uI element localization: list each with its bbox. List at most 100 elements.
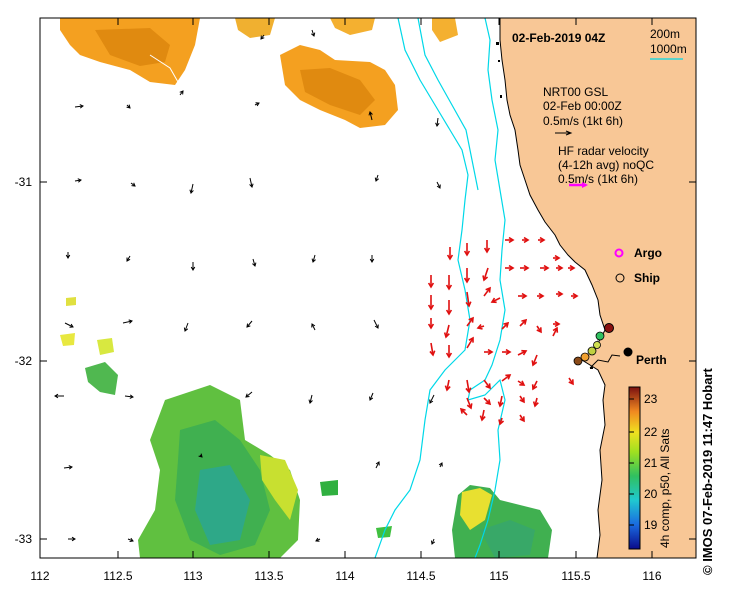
model-arrow-head — [260, 35, 265, 40]
model-arrow-head — [65, 254, 71, 259]
sst-patch-southwest — [60, 297, 392, 558]
ship-obs-marker — [587, 346, 597, 356]
model-arrow — [124, 395, 134, 398]
radar-arrow — [446, 379, 450, 391]
radar-legend: HF radar velocity (4-12h avg) noQC 0.5m/… — [558, 144, 654, 188]
model-arrow-head — [374, 177, 379, 182]
y-tick-label: -32 — [15, 354, 33, 368]
radar-arrow-head — [445, 309, 453, 316]
argo-label: Argo — [634, 246, 662, 260]
radar-arrow-head — [485, 383, 491, 390]
radar-arrow-head — [552, 326, 559, 333]
sst-contour — [149, 54, 179, 83]
radar-arrow-head — [521, 318, 528, 325]
model-arrow-head — [435, 122, 440, 127]
model-arrow-head — [68, 465, 73, 470]
model-arrow — [373, 319, 379, 329]
model-arrow-head — [77, 178, 82, 183]
model-arrow — [64, 322, 74, 328]
model-arrow-head — [255, 102, 260, 107]
radar-arrow-head — [445, 284, 453, 291]
radar-arrow-head — [538, 292, 545, 300]
ship-obs-marker — [595, 331, 605, 341]
land-western-australia — [499, 18, 696, 558]
radar-arrow-head — [427, 323, 435, 330]
radar-arrow-head — [557, 290, 564, 298]
x-axis: 112 112.5 113 113.5 114 114.5 115 115.5 116 — [30, 18, 662, 583]
radar-arrow-head — [498, 419, 505, 426]
radar-arrow-head — [443, 332, 450, 339]
model-current-arrows — [54, 29, 443, 545]
radar-arrow-head — [466, 403, 473, 410]
radar-arrow-head — [568, 379, 574, 386]
model-arrow-head — [315, 537, 320, 542]
radar-legend-line: 0.5m/s (1kt 6h) — [558, 172, 638, 186]
model-arrow-head — [311, 258, 316, 263]
radar-arrow-head — [463, 250, 471, 257]
model-arrow-head — [369, 258, 375, 263]
radar-arrow-head — [446, 254, 454, 261]
model-arrow-head — [246, 323, 251, 328]
colorbar-tick-label: 22 — [644, 425, 658, 439]
radar-arrow-head — [508, 236, 515, 244]
colorbar-gradient — [628, 386, 641, 550]
radar-arrow — [483, 287, 491, 297]
radar-arrow-head — [445, 352, 453, 359]
radar-arrow-head — [485, 399, 492, 406]
hf-radar-arrows — [427, 236, 579, 426]
model-arrow-head — [438, 462, 443, 467]
ship-symbol-icon — [615, 273, 625, 283]
radar-arrow-head — [465, 301, 472, 308]
colorbar-tick-label: 23 — [644, 392, 658, 406]
model-arrow-head — [128, 319, 133, 324]
model-arrow — [309, 394, 313, 404]
model-arrow-head — [436, 184, 441, 189]
radar-arrow — [499, 395, 503, 407]
contour-label-200m: 200m — [650, 27, 680, 41]
model-arrow — [74, 179, 82, 182]
model-arrow-head — [245, 393, 250, 398]
radar-arrow-head — [487, 348, 494, 356]
model-arrow — [375, 461, 380, 469]
model-arrow-head — [189, 189, 194, 194]
radar-arrow-head — [505, 348, 512, 356]
radar-arrow-head — [485, 286, 491, 293]
river-outline — [589, 354, 621, 369]
x-tick-label: 116 — [642, 569, 661, 583]
radar-arrow-head — [519, 380, 526, 386]
model-legend-line: NRT00 GSL — [543, 85, 608, 99]
radar-legend-line: (4-12h avg) noQC — [558, 158, 654, 172]
model-arrow-head — [69, 323, 74, 328]
perth-label: Perth — [636, 353, 667, 367]
isobath-1000m — [374, 18, 479, 558]
model-arrow — [311, 29, 315, 37]
radar-arrow-head — [554, 320, 561, 328]
model-arrow-head — [126, 104, 131, 109]
islands — [496, 42, 593, 369]
x-tick-label: 114.5 — [406, 569, 435, 583]
radar-arrow-head — [497, 401, 504, 408]
model-arrow-head — [54, 393, 59, 399]
model-arrow-head — [190, 266, 196, 271]
radar-arrow-head — [523, 264, 530, 272]
model-arrow — [184, 322, 189, 332]
y-tick-label: -33 — [15, 532, 33, 546]
model-arrow-head — [429, 399, 434, 404]
radar-arrow-head — [519, 397, 525, 404]
x-tick-label: 113 — [183, 569, 202, 583]
radar-arrow-head — [490, 297, 497, 304]
model-arrow-head — [71, 536, 76, 542]
model-legend: NRT00 GSL 02-Feb 00:00Z 0.5m/s (1kt 6h) — [543, 85, 623, 136]
model-arrow-head — [131, 182, 136, 187]
radar-arrow-head — [554, 254, 561, 262]
radar-arrow-head — [427, 304, 435, 311]
radar-arrow-head — [463, 277, 471, 284]
model-arrow — [249, 177, 253, 188]
radar-arrow-head — [521, 349, 528, 356]
colorbar-tick-label: 20 — [644, 487, 658, 501]
x-tick-label: 115.5 — [561, 569, 590, 583]
radar-arrow-head — [557, 264, 564, 272]
colorbar-label: 4h comp, p50, All Sats — [658, 429, 672, 548]
radar-legend-line: HF radar velocity — [558, 144, 649, 158]
